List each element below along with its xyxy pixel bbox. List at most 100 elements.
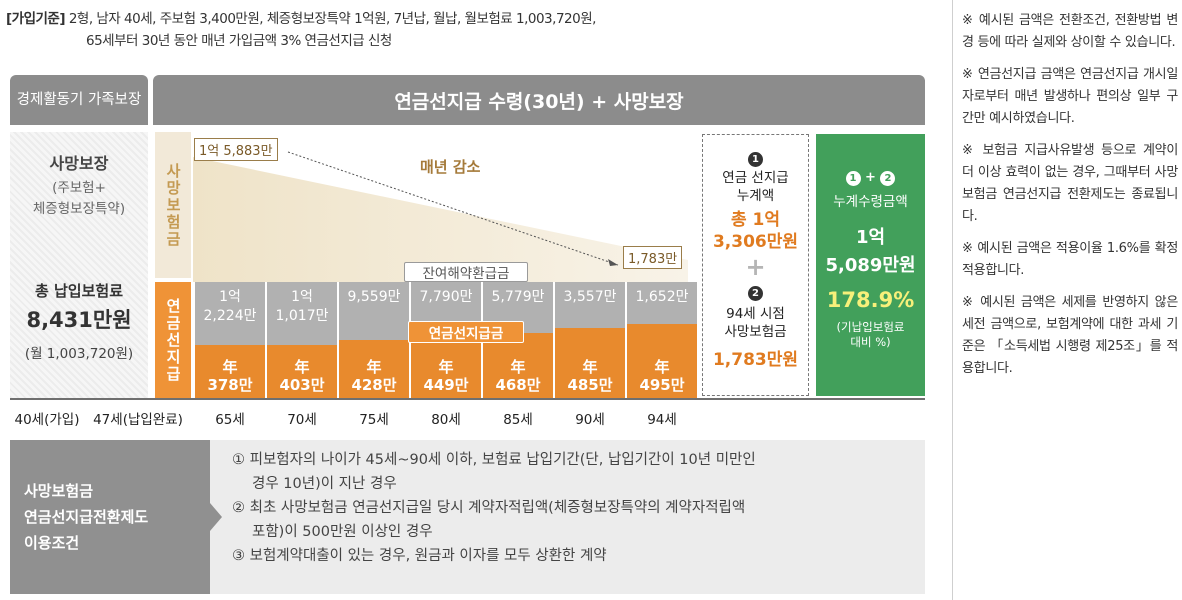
annuity-column: 年 403만 bbox=[267, 345, 337, 398]
note-5: ※ 예시된 금액은 세제를 반영하지 않은 세전 금액으로, 보험계약에 대한 … bbox=[962, 295, 1178, 376]
annual-annuity-value: 495만 bbox=[639, 376, 685, 394]
remaining-surrender-column: 1억 2,224만 bbox=[195, 282, 265, 345]
death-benefit-vertical-label: 사망보험금 bbox=[155, 132, 191, 278]
remaining-surrender-column: 3,557만 bbox=[555, 282, 625, 328]
cumulative-amount-2: 3,306만원 bbox=[712, 232, 799, 252]
annual-annuity-value: 403만 bbox=[279, 376, 325, 394]
total-plus: + bbox=[865, 170, 876, 185]
remaining-surrender-value: 1,652만 bbox=[635, 289, 689, 305]
total-received-box: 1 + 2 누계수령금액 1억 5,089만원 178.9% (기납입보험료 대… bbox=[816, 134, 925, 396]
axis-label: 75세 bbox=[359, 412, 389, 428]
axis-label: 47세(납입완료) bbox=[93, 412, 183, 428]
axis-line bbox=[10, 398, 925, 400]
remaining-surrender-value: 7,790만 bbox=[419, 289, 473, 305]
monthly-premium: (월 1,003,720원) bbox=[24, 346, 134, 362]
basis-label: [가입기준] bbox=[6, 11, 66, 27]
ratio-note-2: 대비 %) bbox=[850, 335, 891, 349]
notes-separator bbox=[952, 0, 953, 600]
condition-2b: 포함)이 500만원 이상인 경우 bbox=[252, 524, 433, 540]
remaining-surrender-value: 1억 1,017만 bbox=[275, 289, 329, 324]
decline-arrowhead bbox=[608, 259, 618, 266]
annual-prefix: 年 bbox=[222, 358, 238, 376]
annual-prefix: 年 bbox=[654, 358, 670, 376]
ratio-note-1: (기납입보험료 bbox=[836, 320, 905, 334]
conditions-arrow bbox=[210, 503, 222, 531]
note-4: ※ 예시된 금액은 적용이율 1.6%를 확정 적용합니다. bbox=[962, 241, 1178, 278]
death-at-94-amount: 1,783만원 bbox=[712, 350, 799, 370]
note-2: ※ 연금선지급 금액은 연금선지급 개시일자로부터 매년 발생하나 편의상 일부… bbox=[962, 67, 1178, 126]
axis-label: 80세 bbox=[431, 412, 461, 428]
annual-prefix: 年 bbox=[510, 358, 526, 376]
annual-annuity-value: 449만 bbox=[423, 376, 469, 394]
condition-3: ③ 보험계약대출이 있는 경우, 원금과 이자를 모두 상환한 계약 bbox=[232, 548, 607, 564]
basis-line-1: 2형, 남자 40세, 주보험 3,400만원, 체증형보장특약 1억원, 7년… bbox=[68, 11, 597, 27]
death-at-94-line-1: 94세 시점 bbox=[726, 306, 785, 322]
annuity-column: 年 428만 bbox=[339, 340, 409, 398]
basis-line-2: 65세부터 30년 동안 매년 가입금액 3% 연금선지급 신청 bbox=[86, 33, 392, 49]
condition-1b: 경우 10년)이 지난 경우 bbox=[252, 476, 397, 492]
axis-label: 85세 bbox=[503, 412, 533, 428]
death-benefit-subtitle: (주보험+ 체증형보장특약) bbox=[10, 178, 148, 220]
axis-label: 65세 bbox=[215, 412, 245, 428]
axis-label: 90세 bbox=[575, 412, 605, 428]
total-ratio: 178.9% bbox=[826, 288, 915, 312]
total-premium-amount: 8,431만원 bbox=[26, 308, 132, 332]
total-amount-2: 5,089만원 bbox=[825, 255, 916, 276]
remaining-surrender-value: 3,557만 bbox=[563, 289, 617, 305]
number-2-icon: 2 bbox=[748, 286, 763, 301]
cumulative-line-2: 누계액 bbox=[736, 188, 775, 204]
annual-prefix: 年 bbox=[582, 358, 598, 376]
annual-annuity-value: 428만 bbox=[351, 376, 397, 394]
annual-annuity-value: 378만 bbox=[207, 376, 253, 394]
header-annuity-death: 연금선지급 수령(30년) + 사망보장 bbox=[153, 75, 925, 125]
start-death-benefit-value: 1억 5,883만 bbox=[194, 138, 278, 161]
annuity-vertical-text: 연금선지급 bbox=[164, 297, 182, 383]
number-1-icon: 1 bbox=[748, 152, 763, 167]
header-family-protection: 경제활동기 가족보장 bbox=[10, 75, 148, 125]
number-1-white-icon: 1 bbox=[845, 171, 861, 186]
cumulative-box: 1 연금 선지급 누계액 총 1억 3,306만원 + 2 94세 시점 사망보… bbox=[702, 134, 809, 396]
total-premium-title: 총 납입보험료 bbox=[34, 282, 124, 300]
condition-1a: ① 피보험자의 나이가 45세~90세 이하, 보험료 납입기간(단, 납입기간… bbox=[232, 452, 756, 468]
death-benefit-title: 사망보장 bbox=[49, 154, 109, 173]
number-2-white-icon: 2 bbox=[880, 171, 896, 186]
left-panel bbox=[10, 132, 148, 398]
conditions-title-1: 사망보험금 bbox=[24, 482, 94, 500]
death-sub-2: 체증형보장특약) bbox=[32, 201, 126, 217]
annual-prefix: 年 bbox=[438, 358, 454, 376]
conditions-list: ① 피보험자의 나이가 45세~90세 이하, 보험료 납입기간(단, 납입기간… bbox=[232, 448, 912, 568]
plus-icon: + bbox=[745, 253, 766, 281]
remaining-surrender-value: 1억 2,224만 bbox=[203, 289, 257, 324]
conditions-title-2: 연금선지급전환제도 bbox=[24, 508, 149, 526]
cumulative-amount-1: 총 1억 bbox=[730, 210, 781, 230]
total-amount-1: 1억 bbox=[855, 227, 886, 248]
death-sub-1: (주보험+ bbox=[52, 180, 106, 196]
declining-death-benefit-graphic bbox=[193, 151, 688, 282]
note-1: ※ 예시된 금액은 전환조건, 전환방법 변경 등에 따라 실제와 상이할 수 … bbox=[962, 13, 1178, 50]
annuity-column: 年 495만 bbox=[627, 324, 697, 398]
subscription-basis: [가입기준] 2형, 남자 40세, 주보험 3,400만원, 체증형보장특약 … bbox=[6, 8, 906, 52]
remaining-surrender-value: 9,559만 bbox=[347, 289, 401, 305]
death-at-94-line-2: 사망보험금 bbox=[724, 324, 787, 340]
annuity-column: 年 378만 bbox=[195, 345, 265, 398]
cumulative-line-1: 연금 선지급 bbox=[722, 170, 789, 186]
total-title: 누계수령금액 bbox=[833, 194, 908, 210]
remaining-surrender-column: 1억 1,017만 bbox=[267, 282, 337, 345]
annual-annuity-value: 468만 bbox=[495, 376, 541, 394]
decline-area bbox=[193, 157, 688, 282]
axis-label: 40세(가입) bbox=[14, 412, 80, 428]
annuity-vertical-label: 연금선지급 bbox=[155, 282, 191, 398]
trend-label: 매년 감소 bbox=[420, 158, 481, 176]
end-death-benefit-value: 1,783만 bbox=[623, 246, 683, 269]
conditions-title-3: 이용조건 bbox=[24, 534, 80, 552]
annual-prefix: 年 bbox=[366, 358, 382, 376]
remaining-surrender-column: 1,652만 bbox=[627, 282, 697, 324]
remaining-surrender-column: 9,559만 bbox=[339, 282, 409, 340]
axis-label: 70세 bbox=[287, 412, 317, 428]
remaining-surrender-value: 5,779만 bbox=[491, 289, 545, 305]
annuity-column: 年 485만 bbox=[555, 328, 625, 398]
remaining-surrender-label: 잔여해약환급금 bbox=[404, 262, 528, 282]
condition-2a: ② 최초 사망보험금 연금선지급일 당시 계약자적립액(체증형보장특약의 계약자… bbox=[232, 500, 746, 516]
annual-prefix: 年 bbox=[294, 358, 310, 376]
death-benefit-vertical-text: 사망보험금 bbox=[164, 162, 182, 248]
